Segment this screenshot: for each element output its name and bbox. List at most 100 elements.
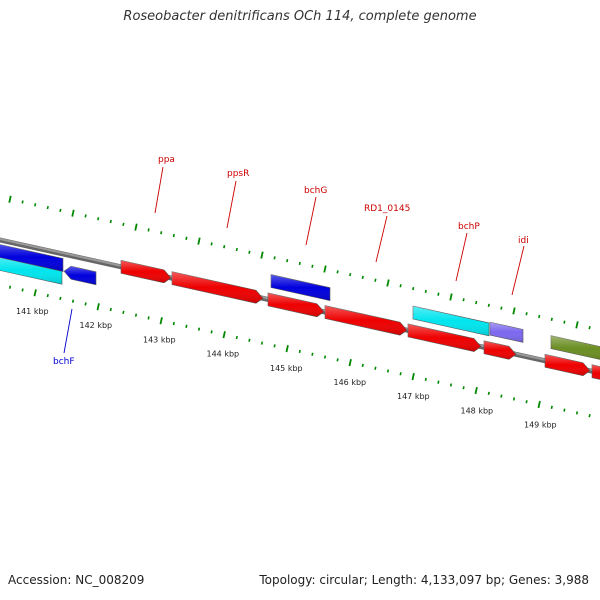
- major-tick: [260, 251, 264, 259]
- minor-tick: [185, 236, 188, 240]
- minor-tick: [223, 245, 226, 249]
- gene-olive-right[interactable]: [550, 335, 600, 361]
- minor-tick: [59, 208, 62, 213]
- minor-tick: [8, 285, 12, 289]
- major-tick: [575, 321, 579, 329]
- gene-bchG[interactable]: [270, 274, 331, 302]
- scale-labels: 141 kbp 142 kbp 143 kbp 144 kbp 145 kbp 146 k…: [16, 307, 557, 430]
- minor-tick: [122, 222, 125, 226]
- minor-tick: [538, 314, 541, 319]
- scale-label: 142 kbp: [80, 321, 113, 330]
- major-tick: [512, 307, 516, 315]
- minor-tick: [563, 408, 566, 412]
- major-tick: [474, 386, 478, 395]
- minor-tick: [437, 292, 440, 296]
- minor-tick: [260, 341, 264, 345]
- gene-label-ppsR[interactable]: ppsR: [227, 169, 249, 179]
- gene-label-bchG[interactable]: bchG: [304, 186, 327, 196]
- minor-tick: [298, 349, 301, 354]
- gene-features[interactable]: [0, 243, 600, 382]
- gene-idi[interactable]: [489, 321, 524, 343]
- minor-tick: [399, 372, 402, 376]
- minor-tick: [487, 303, 490, 307]
- minor-tick: [46, 205, 49, 210]
- minor-tick: [361, 363, 364, 368]
- minor-tick: [500, 394, 503, 398]
- major-tick: [96, 303, 100, 311]
- minor-tick: [462, 386, 465, 390]
- gene-label-ppa[interactable]: ppa: [158, 155, 175, 165]
- minor-tick: [323, 355, 327, 359]
- gene-RD1_0145[interactable]: [324, 305, 408, 336]
- scale-label: 146 kbp: [334, 378, 367, 387]
- minor-tick: [235, 335, 238, 340]
- gene-bchP-forward[interactable]: [407, 323, 482, 352]
- gene-label-RD1_0145[interactable]: RD1_0145: [364, 204, 410, 214]
- scale-label: 145 kbp: [270, 364, 303, 373]
- gene-label-bchP[interactable]: bchP: [458, 222, 480, 232]
- minor-tick: [336, 358, 339, 362]
- minor-tick: [46, 293, 49, 298]
- major-tick: [449, 293, 453, 301]
- gene-ppsR[interactable]: [171, 271, 264, 304]
- gene-label-bchF[interactable]: bchF: [53, 357, 75, 367]
- scale-label: 144 kbp: [207, 350, 240, 359]
- gene-idi-forward[interactable]: [483, 340, 517, 360]
- scale-label: 147 kbp: [397, 392, 430, 401]
- gene-RD1_0144[interactable]: [267, 292, 325, 318]
- gene-bchF[interactable]: [63, 265, 97, 286]
- gene-bchP[interactable]: [412, 305, 490, 337]
- minor-tick: [21, 200, 24, 204]
- minor-tick: [475, 300, 478, 305]
- minor-tick: [109, 307, 112, 312]
- minor-tick: [462, 298, 465, 302]
- gene-red-right-1[interactable]: [544, 353, 591, 377]
- minor-tick: [97, 217, 100, 221]
- minor-tick: [147, 228, 150, 232]
- minor-tick: [248, 250, 251, 254]
- major-tick: [386, 279, 390, 287]
- minor-tick: [34, 203, 37, 207]
- minor-tick: [399, 284, 402, 288]
- minor-tick: [147, 316, 150, 320]
- minor-tick: [248, 338, 251, 342]
- major-tick: [8, 195, 12, 203]
- minor-tick: [437, 380, 440, 384]
- major-tick: [411, 372, 415, 381]
- minor-tick: [386, 369, 390, 373]
- major-tick: [71, 209, 75, 217]
- minor-tick: [361, 275, 364, 280]
- gene-ppa[interactable]: [120, 259, 172, 284]
- minor-tick: [563, 320, 566, 324]
- minor-tick: [487, 391, 490, 395]
- minor-tick: [449, 383, 453, 387]
- minor-tick: [550, 317, 553, 321]
- minor-tick: [412, 286, 415, 291]
- major-tick: [134, 223, 138, 231]
- minor-tick: [71, 299, 75, 303]
- minor-tick: [424, 377, 427, 382]
- gene-red-right-2[interactable]: [591, 364, 600, 382]
- minor-tick: [374, 366, 377, 370]
- minor-tick: [588, 326, 591, 330]
- minor-tick: [59, 296, 62, 301]
- outer-tick-ring: [8, 195, 591, 330]
- minor-tick: [512, 397, 516, 401]
- scale-label: 149 kbp: [524, 421, 557, 430]
- gene-blue-left[interactable]: [0, 243, 64, 272]
- gene-label-idi[interactable]: idi: [518, 236, 529, 246]
- minor-tick: [197, 327, 201, 331]
- major-tick: [222, 331, 226, 339]
- minor-tick: [336, 270, 339, 274]
- minor-tick: [235, 247, 238, 252]
- minor-tick: [21, 288, 24, 292]
- minor-tick: [84, 302, 87, 306]
- minor-tick: [172, 233, 175, 238]
- major-tick: [159, 317, 163, 325]
- minor-tick: [185, 324, 188, 328]
- minor-tick: [525, 312, 528, 316]
- minor-tick: [84, 214, 87, 218]
- minor-tick: [349, 272, 352, 277]
- minor-tick: [109, 219, 112, 224]
